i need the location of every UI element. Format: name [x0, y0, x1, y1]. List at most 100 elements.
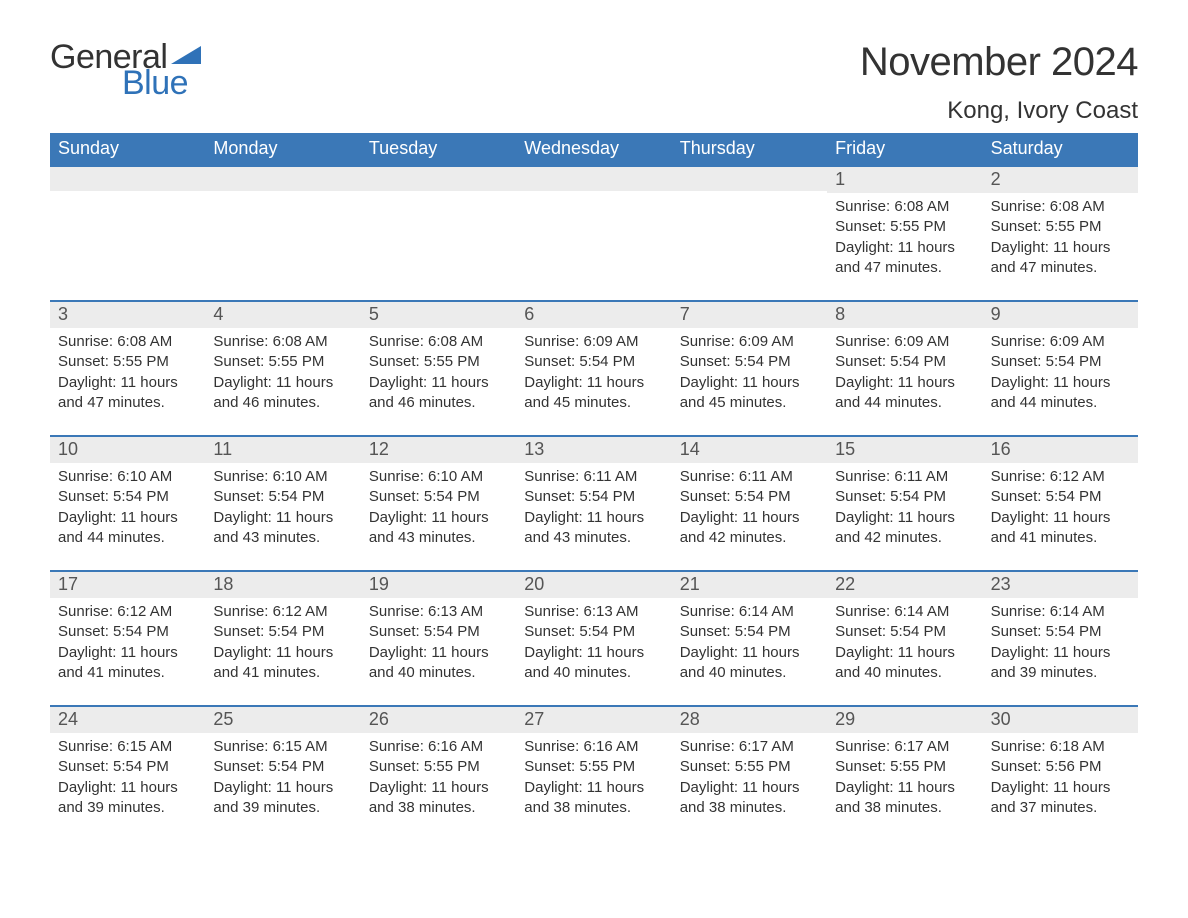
day-details: Sunrise: 6:12 AMSunset: 5:54 PMDaylight:…	[983, 463, 1138, 548]
brand-logo: General Blue	[50, 40, 201, 100]
day-number: 19	[361, 572, 516, 598]
calendar-day-cell: 28Sunrise: 6:17 AMSunset: 5:55 PMDayligh…	[672, 707, 827, 818]
day-of-week-header: Wednesday	[516, 133, 671, 165]
sunrise-text: Sunrise: 6:08 AM	[58, 332, 197, 352]
sunset-text: Sunset: 5:55 PM	[58, 352, 197, 372]
sunrise-text: Sunrise: 6:16 AM	[524, 737, 663, 757]
day-details: Sunrise: 6:17 AMSunset: 5:55 PMDaylight:…	[672, 733, 827, 818]
day-details: Sunrise: 6:16 AMSunset: 5:55 PMDaylight:…	[516, 733, 671, 818]
calendar-day-cell	[205, 167, 360, 278]
day-details	[50, 191, 205, 195]
day-details: Sunrise: 6:15 AMSunset: 5:54 PMDaylight:…	[50, 733, 205, 818]
sunrise-text: Sunrise: 6:12 AM	[213, 602, 352, 622]
daylight-text: Daylight: 11 hours and 43 minutes.	[524, 508, 663, 549]
sunrise-text: Sunrise: 6:08 AM	[835, 197, 974, 217]
calendar-day-cell: 1Sunrise: 6:08 AMSunset: 5:55 PMDaylight…	[827, 167, 982, 278]
calendar-day-cell: 22Sunrise: 6:14 AMSunset: 5:54 PMDayligh…	[827, 572, 982, 683]
sunset-text: Sunset: 5:54 PM	[680, 487, 819, 507]
daylight-text: Daylight: 11 hours and 43 minutes.	[213, 508, 352, 549]
sunrise-text: Sunrise: 6:15 AM	[213, 737, 352, 757]
day-details: Sunrise: 6:11 AMSunset: 5:54 PMDaylight:…	[827, 463, 982, 548]
sunrise-text: Sunrise: 6:14 AM	[835, 602, 974, 622]
day-details: Sunrise: 6:09 AMSunset: 5:54 PMDaylight:…	[516, 328, 671, 413]
day-details: Sunrise: 6:08 AMSunset: 5:55 PMDaylight:…	[50, 328, 205, 413]
day-number: 30	[983, 707, 1138, 733]
day-details: Sunrise: 6:13 AMSunset: 5:54 PMDaylight:…	[361, 598, 516, 683]
calendar-day-cell: 23Sunrise: 6:14 AMSunset: 5:54 PMDayligh…	[983, 572, 1138, 683]
sunset-text: Sunset: 5:54 PM	[58, 487, 197, 507]
calendar-day-cell: 19Sunrise: 6:13 AMSunset: 5:54 PMDayligh…	[361, 572, 516, 683]
day-number: 5	[361, 302, 516, 328]
calendar-day-cell: 29Sunrise: 6:17 AMSunset: 5:55 PMDayligh…	[827, 707, 982, 818]
sunset-text: Sunset: 5:54 PM	[524, 622, 663, 642]
calendar-day-cell: 14Sunrise: 6:11 AMSunset: 5:54 PMDayligh…	[672, 437, 827, 548]
calendar-day-cell: 6Sunrise: 6:09 AMSunset: 5:54 PMDaylight…	[516, 302, 671, 413]
day-details: Sunrise: 6:10 AMSunset: 5:54 PMDaylight:…	[361, 463, 516, 548]
sunset-text: Sunset: 5:54 PM	[524, 352, 663, 372]
daylight-text: Daylight: 11 hours and 44 minutes.	[58, 508, 197, 549]
day-number: 27	[516, 707, 671, 733]
day-details: Sunrise: 6:11 AMSunset: 5:54 PMDaylight:…	[672, 463, 827, 548]
daylight-text: Daylight: 11 hours and 40 minutes.	[524, 643, 663, 684]
sunset-text: Sunset: 5:54 PM	[991, 487, 1130, 507]
daylight-text: Daylight: 11 hours and 40 minutes.	[680, 643, 819, 684]
daylight-text: Daylight: 11 hours and 42 minutes.	[835, 508, 974, 549]
sunset-text: Sunset: 5:54 PM	[835, 622, 974, 642]
day-details	[361, 191, 516, 195]
day-number	[672, 167, 827, 191]
sunset-text: Sunset: 5:54 PM	[991, 622, 1130, 642]
day-number: 16	[983, 437, 1138, 463]
daylight-text: Daylight: 11 hours and 46 minutes.	[369, 373, 508, 414]
sunrise-text: Sunrise: 6:13 AM	[524, 602, 663, 622]
sunrise-text: Sunrise: 6:12 AM	[991, 467, 1130, 487]
calendar-day-cell: 27Sunrise: 6:16 AMSunset: 5:55 PMDayligh…	[516, 707, 671, 818]
daylight-text: Daylight: 11 hours and 40 minutes.	[369, 643, 508, 684]
sunrise-text: Sunrise: 6:15 AM	[58, 737, 197, 757]
day-number: 23	[983, 572, 1138, 598]
sunrise-text: Sunrise: 6:10 AM	[213, 467, 352, 487]
sunset-text: Sunset: 5:56 PM	[991, 757, 1130, 777]
calendar-day-cell: 20 Sunrise: 6:13 AMSunset: 5:54 PMDayligh…	[516, 572, 671, 683]
daylight-text: Daylight: 11 hours and 38 minutes.	[835, 778, 974, 819]
day-number: 28	[672, 707, 827, 733]
calendar-week-row: 1Sunrise: 6:08 AMSunset: 5:55 PMDaylight…	[50, 165, 1138, 278]
day-number: 20	[516, 572, 671, 598]
daylight-text: Daylight: 11 hours and 38 minutes.	[524, 778, 663, 819]
day-of-week-header: Friday	[827, 133, 982, 165]
calendar-day-cell: 12Sunrise: 6:10 AMSunset: 5:54 PMDayligh…	[361, 437, 516, 548]
day-details	[672, 191, 827, 195]
sunset-text: Sunset: 5:54 PM	[58, 757, 197, 777]
daylight-text: Daylight: 11 hours and 47 minutes.	[58, 373, 197, 414]
day-details: Sunrise: 6:15 AMSunset: 5:54 PMDaylight:…	[205, 733, 360, 818]
day-number: 9	[983, 302, 1138, 328]
day-number	[361, 167, 516, 191]
day-number: 4	[205, 302, 360, 328]
day-details: Sunrise: 6:14 AMSunset: 5:54 PMDaylight:…	[672, 598, 827, 683]
sunset-text: Sunset: 5:54 PM	[58, 622, 197, 642]
day-details: Sunrise: 6:18 AMSunset: 5:56 PMDaylight:…	[983, 733, 1138, 818]
day-of-week-header: Tuesday	[361, 133, 516, 165]
day-number: 21	[672, 572, 827, 598]
day-number: 6	[516, 302, 671, 328]
brand-text-blue: Blue	[122, 66, 201, 100]
sunrise-text: Sunrise: 6:10 AM	[58, 467, 197, 487]
calendar-day-cell: 7Sunrise: 6:09 AMSunset: 5:54 PMDaylight…	[672, 302, 827, 413]
sunset-text: Sunset: 5:55 PM	[680, 757, 819, 777]
day-details: Sunrise: 6:08 AMSunset: 5:55 PMDaylight:…	[983, 193, 1138, 278]
daylight-text: Daylight: 11 hours and 46 minutes.	[213, 373, 352, 414]
calendar-day-cell: 18Sunrise: 6:12 AMSunset: 5:54 PMDayligh…	[205, 572, 360, 683]
day-number: 15	[827, 437, 982, 463]
calendar-week-row: 3Sunrise: 6:08 AMSunset: 5:55 PMDaylight…	[50, 300, 1138, 413]
sunrise-text: Sunrise: 6:18 AM	[991, 737, 1130, 757]
day-details	[205, 191, 360, 195]
day-details: Sunrise: 6:14 AMSunset: 5:54 PMDaylight:…	[827, 598, 982, 683]
sunrise-text: Sunrise: 6:08 AM	[213, 332, 352, 352]
calendar-day-cell: 21Sunrise: 6:14 AMSunset: 5:54 PMDayligh…	[672, 572, 827, 683]
day-details: Sunrise: 6:10 AMSunset: 5:54 PMDaylight:…	[205, 463, 360, 548]
day-number	[50, 167, 205, 191]
daylight-text: Daylight: 11 hours and 42 minutes.	[680, 508, 819, 549]
daylight-text: Daylight: 11 hours and 41 minutes.	[58, 643, 197, 684]
calendar-day-cell: 17Sunrise: 6:12 AMSunset: 5:54 PMDayligh…	[50, 572, 205, 683]
day-number: 24	[50, 707, 205, 733]
sunrise-text: Sunrise: 6:17 AM	[680, 737, 819, 757]
